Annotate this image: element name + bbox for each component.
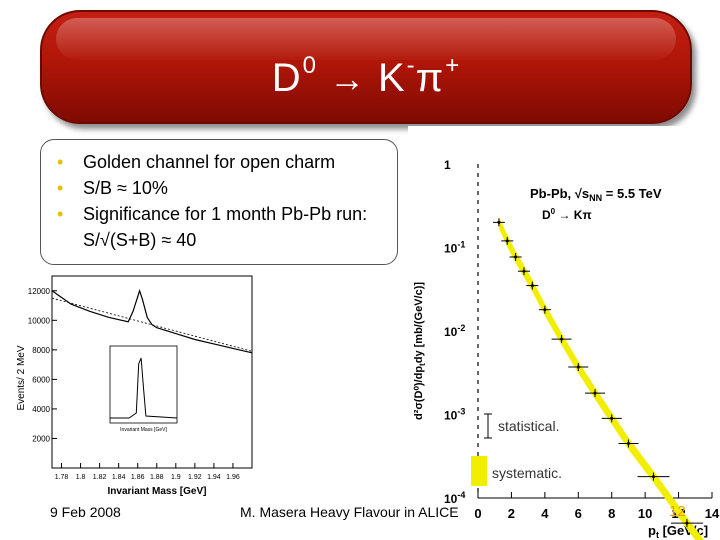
data-point	[522, 269, 526, 273]
mass-y-tick-label: 10000	[28, 316, 51, 325]
mass-x-tick-label: 1.88	[150, 474, 164, 481]
mass-chart-ylabel: Events/ 2 MeV	[16, 345, 27, 410]
pt-y-tick-label: 10-2	[444, 323, 465, 339]
pt-x-tick-label: 2	[508, 506, 515, 521]
bullet-item-continuation: S/√(S+B) ≈ 40	[83, 230, 197, 250]
mass-y-tick-label: 12000	[28, 287, 51, 296]
invariant-mass-chart: Events/ 2 MeV Invariant Mass [GeV] 2000 4…	[12, 268, 257, 498]
mass-x-tick-label: 1.8	[76, 474, 86, 481]
bullet-item: • Significance for 1 month Pb-Pb run:	[57, 201, 367, 227]
footer-page-number: 12	[669, 503, 686, 520]
mass-y-tick-label: 6000	[32, 375, 50, 384]
pt-chart-annotation-2: D0 → Kπ	[542, 207, 592, 222]
pt-chart-background	[408, 126, 720, 540]
mass-x-tick-label: 1.84	[112, 474, 126, 481]
mass-x-tick-label: 1.78	[55, 474, 69, 481]
data-point	[514, 255, 518, 259]
pt-chart-annotation-1: Pb-Pb, √sNN = 5.5 TeV	[530, 186, 662, 203]
pt-x-tick-label: 6	[575, 506, 582, 521]
pt-x-tick-label: 10	[638, 506, 652, 521]
mass-x-tick-label: 1.82	[93, 474, 107, 481]
bullet-item: • S/B ≈ 10%	[57, 175, 367, 201]
mass-x-tick-label: 1.96	[226, 474, 240, 481]
data-point	[685, 521, 689, 525]
legend-sys-label: systematic.	[492, 465, 562, 481]
mass-chart-xlabel: Invariant Mass [GeV]	[108, 486, 207, 497]
data-point	[576, 365, 580, 369]
mass-x-tick-label: 1.92	[188, 474, 202, 481]
pt-y-tick-label: 10-3	[444, 407, 465, 423]
legend-stat-label: statistical.	[498, 418, 559, 434]
title-banner: D0 → K-π+	[40, 10, 692, 124]
legend-band-swatch	[471, 456, 487, 486]
inset-peak-line	[110, 357, 178, 419]
pt-chart-points	[492, 216, 705, 540]
pt-y-tick-label: 1	[444, 158, 451, 172]
pt-chart-legend: statistical. systematic.	[471, 413, 562, 486]
data-point	[543, 308, 547, 312]
data-point	[652, 475, 655, 479]
data-point	[593, 391, 597, 395]
pt-chart-ylabel: d²σ(D⁰)/dptdy [mb/(GeV/c)]	[413, 282, 427, 420]
pt-y-tick-label: 10-4	[444, 490, 465, 506]
mass-chart-inset: Invariant Mass [GeV]	[109, 345, 178, 433]
inset-xlabel: Invariant Mass [GeV]	[120, 427, 167, 433]
mass-chart-frame	[51, 275, 253, 469]
mass-y-tick-label: 8000	[32, 346, 50, 355]
pt-x-tick-label: 14	[705, 506, 720, 521]
pt-x-tick-label: 4	[541, 506, 549, 521]
mass-chart-axes: 2000 4000 6000 8000 10000 12000 1.78 1.8 1.82 1.8…	[28, 275, 253, 481]
mass-x-tick-label: 1.94	[207, 474, 221, 481]
data-point	[497, 220, 501, 224]
pt-x-tick-label: 0	[474, 506, 481, 521]
mass-x-tick-label: 1.9	[171, 474, 181, 481]
slide-title: D0 → K-π+	[271, 52, 461, 100]
data-point	[560, 337, 564, 341]
title-gloss	[56, 18, 676, 60]
bullet-icon: •	[57, 204, 64, 224]
data-point	[505, 239, 509, 243]
data-point	[626, 441, 630, 445]
pt-chart-axes: 10-410-310-210-1102468101214	[444, 158, 720, 521]
mass-background-fit	[51, 297, 253, 352]
bullet-icon: •	[57, 178, 64, 198]
pt-y-tick-label: 10-1	[444, 240, 465, 256]
bullet-icon: •	[57, 152, 64, 172]
pt-spectrum-chart: d²σ(D⁰)/dptdy [mb/(GeV/c)] pt [GeV/c] Pb…	[408, 126, 720, 540]
footer-date: 9 Feb 2008	[50, 504, 121, 520]
footer-author: M. Masera Heavy Flavour in ALICE	[240, 504, 459, 520]
pt-x-tick-label: 8	[608, 506, 615, 521]
mass-y-tick-label: 4000	[32, 405, 50, 414]
bullet-item: • Golden channel for open charm	[57, 149, 367, 175]
mass-series-line	[51, 288, 253, 354]
bullet-list: • Golden channel for open charm • S/B ≈ 10…	[57, 149, 367, 253]
mass-y-tick-label: 2000	[32, 434, 50, 443]
data-point	[530, 284, 534, 288]
mass-x-tick-label: 1.86	[131, 474, 145, 481]
data-point	[610, 416, 614, 420]
bullet-box: • Golden channel for open charm • S/B ≈ 10…	[40, 139, 398, 265]
